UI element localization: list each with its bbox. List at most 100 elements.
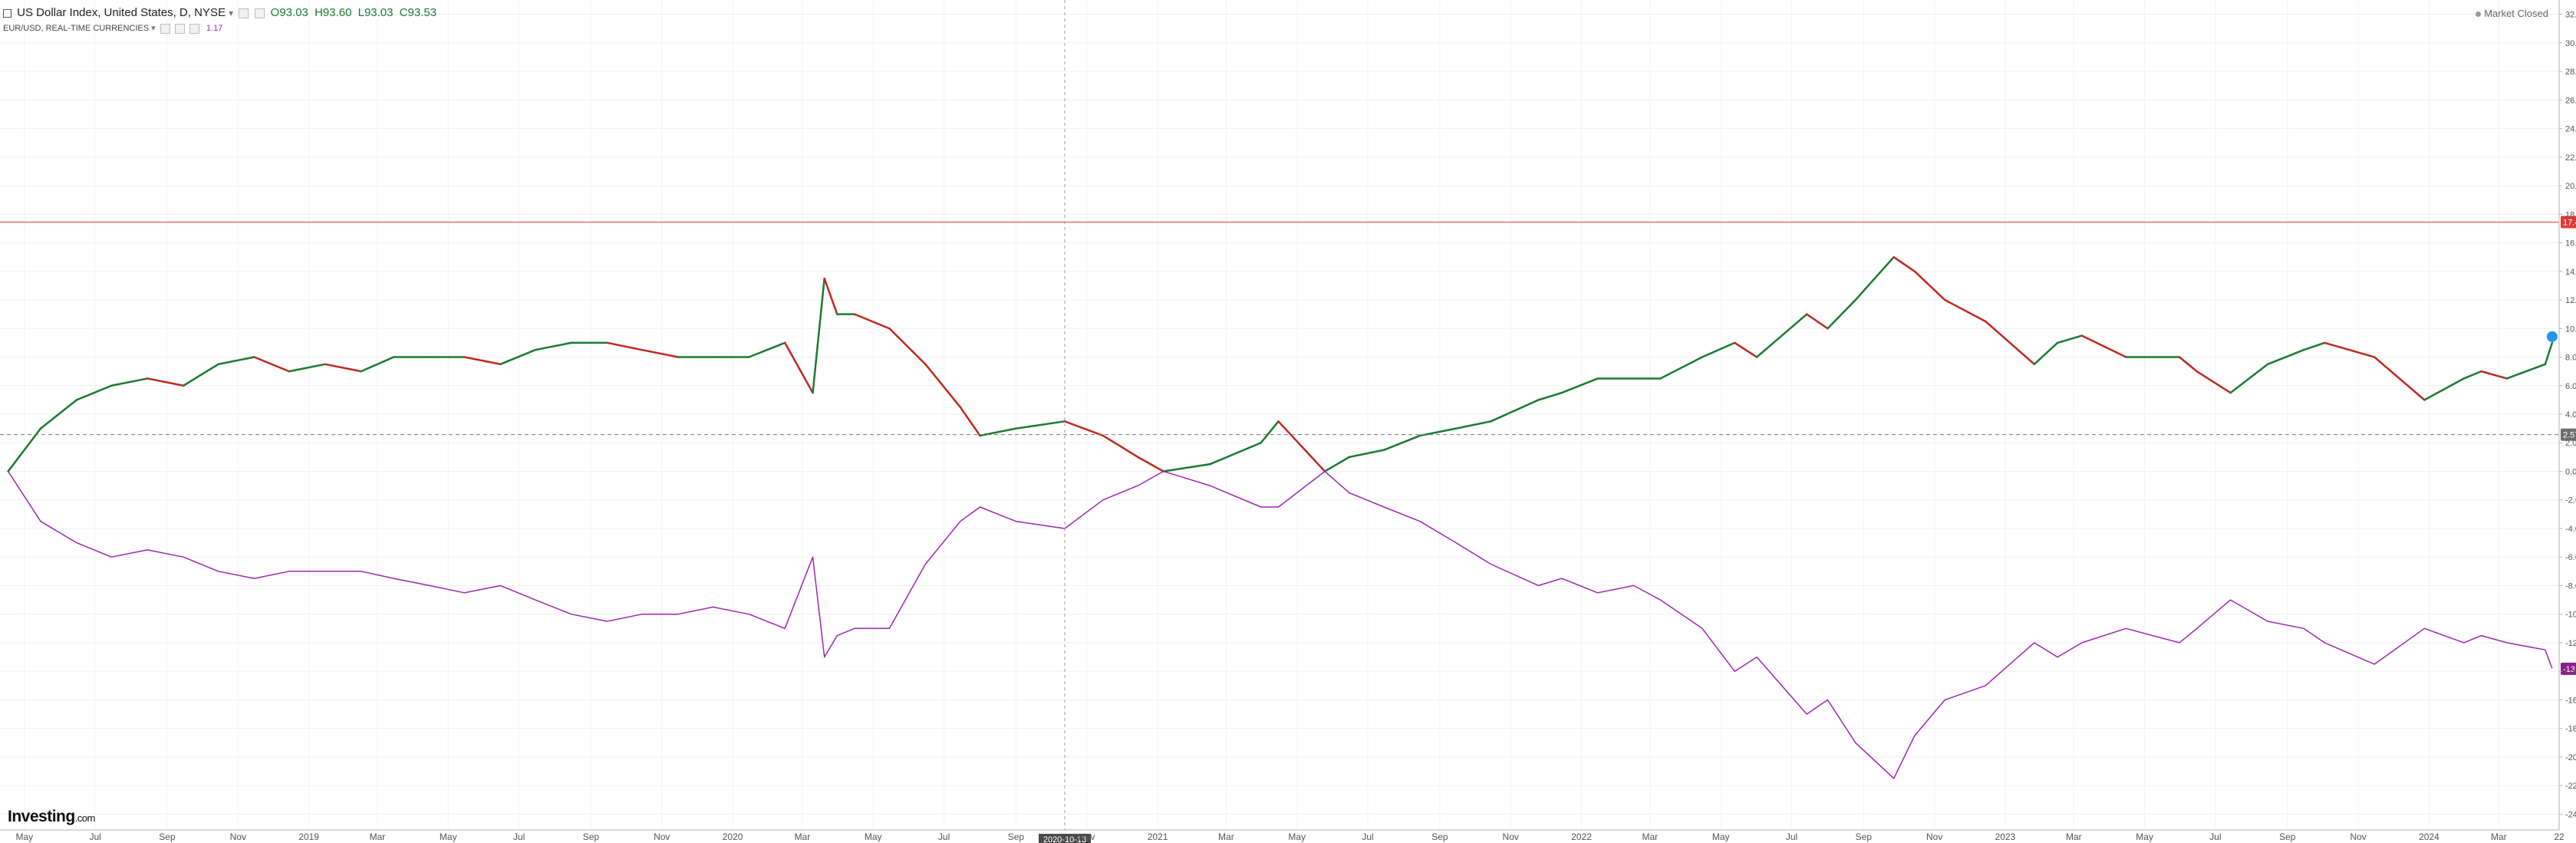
- dxy-segment: [1985, 320, 2036, 366]
- dxy-segment: [217, 356, 255, 366]
- y-tick-label: -4.00%: [2565, 525, 2576, 534]
- x-tick-label: 22: [2554, 831, 2564, 842]
- dxy-segment: [182, 363, 219, 387]
- dxy-segment: [2178, 356, 2199, 373]
- dxy-segment: [75, 384, 113, 401]
- dxy-segment: [1260, 420, 1280, 444]
- dxy-segment: [2480, 370, 2508, 380]
- dxy-segment: [606, 341, 644, 351]
- dxy-segment: [1560, 377, 1599, 394]
- x-tick-label: Nov: [230, 831, 246, 842]
- y-tick-label: -12.00%: [2565, 639, 2576, 648]
- dxy-segment: [1015, 420, 1066, 430]
- dxy-segment: [499, 348, 537, 366]
- x-tick-label: Sep: [2279, 831, 2296, 842]
- y-tick-label: -8.00%: [2565, 581, 2576, 591]
- dxy-segment: [2423, 377, 2466, 401]
- dxy-segment: [534, 341, 572, 351]
- dxy-segment: [1854, 255, 1895, 301]
- dxy-segment: [2324, 341, 2376, 358]
- x-tick-label: Jul: [1362, 831, 1373, 842]
- x-tick-label: Mar: [795, 831, 811, 842]
- compare-series-title[interactable]: EUR/USD, REAL-TIME CURRENCIES: [3, 24, 150, 33]
- dxy-segment: [1827, 298, 1857, 330]
- dxy-segment: [2080, 334, 2127, 358]
- dxy-segment: [1892, 255, 1916, 273]
- grid-lines: [0, 0, 2559, 828]
- visibility-icon[interactable]: [174, 23, 185, 34]
- market-status: Market Closed: [2476, 8, 2548, 19]
- dxy-segment: [823, 277, 838, 315]
- y-tick-label: 8.00%: [2565, 354, 2576, 363]
- y-tick-label: -20.00%: [2565, 753, 2576, 762]
- chevron-down-icon[interactable]: ▾: [229, 8, 234, 18]
- chevron-down-icon[interactable]: ▾: [151, 24, 156, 33]
- dxy-segment: [979, 427, 1017, 437]
- dxy-segment: [2229, 363, 2269, 394]
- y-tick-label: 4.00%: [2565, 410, 2576, 420]
- dxy-segment: [1323, 456, 1351, 473]
- settings-icon[interactable]: [160, 23, 170, 34]
- dxy-segment: [2302, 341, 2326, 351]
- x-tick-label: Sep: [583, 831, 600, 842]
- dxy-segment: [253, 356, 291, 373]
- dxy-segment: [1944, 298, 1987, 323]
- y-tick-label: -18.00%: [2565, 725, 2576, 734]
- dxy-segment: [1454, 420, 1492, 430]
- settings-icon[interactable]: [239, 8, 249, 18]
- compare-series-legend[interactable]: EUR/USD, REAL-TIME CURRENCIES ▾ 1.17: [3, 23, 222, 34]
- x-tick-label: Mar: [2491, 831, 2507, 842]
- x-tick-label: Jul: [938, 831, 950, 842]
- main-series-legend[interactable]: US Dollar Index, United States, D, NYSE …: [3, 6, 436, 19]
- dxy-segment: [1659, 356, 1704, 380]
- close-value: C93.53: [399, 6, 437, 19]
- dxy-segment: [39, 399, 78, 430]
- x-tick-label: Nov: [1079, 831, 1095, 842]
- x-tick-label: Jul: [513, 831, 525, 842]
- dxy-segment: [1755, 313, 1808, 358]
- y-tick-label: -24.00%: [2565, 810, 2576, 819]
- x-tick-label: Jul: [1786, 831, 1797, 842]
- x-tick-label: Sep: [1856, 831, 1873, 842]
- crosshair-date-box: [1038, 834, 1091, 843]
- dxy-segment: [1137, 456, 1164, 473]
- last-value-box: [2561, 216, 2576, 229]
- dxy-segment: [1537, 391, 1563, 401]
- brand-name: Investing: [8, 808, 75, 825]
- x-tick-label: Mar: [1218, 831, 1234, 842]
- market-status-text: Market Closed: [2484, 8, 2548, 19]
- x-tick-label: Sep: [1431, 831, 1448, 842]
- x-tick-label: Nov: [654, 831, 670, 842]
- visibility-icon[interactable]: [254, 8, 265, 18]
- dxy-segment: [1913, 270, 1946, 301]
- x-tick-label: Mar: [1642, 831, 1659, 842]
- y-tick-label: 20.00%: [2565, 182, 2576, 191]
- alert-marker-icon: [2546, 331, 2558, 342]
- dxy-segment: [1701, 341, 1736, 358]
- dxy-segment: [146, 377, 185, 387]
- y-tick-label: -6.00%: [2565, 553, 2576, 562]
- x-tick-label: Nov: [2350, 831, 2366, 842]
- dxy-segment: [1490, 399, 1540, 423]
- main-series-title[interactable]: US Dollar Index, United States, D, NYSE: [17, 6, 226, 19]
- x-tick-label: 2019: [298, 831, 319, 842]
- close-icon[interactable]: [189, 23, 199, 34]
- dxy-segment: [1734, 341, 1758, 358]
- x-tick-label: May: [15, 831, 33, 842]
- x-tick-label: May: [440, 831, 457, 842]
- dxy-segment: [853, 313, 891, 330]
- x-tick-label: 2020: [723, 831, 743, 842]
- dxy-segment: [2462, 370, 2482, 380]
- dxy-segment: [641, 348, 680, 358]
- dxy-segment: [2196, 370, 2232, 394]
- dxy-segment: [812, 277, 825, 394]
- dxy-segment: [288, 363, 327, 373]
- y-tick-label: 22.00%: [2565, 153, 2576, 163]
- brand-suffix: .com: [74, 812, 96, 824]
- y-tick-label: 10.00%: [2565, 324, 2576, 334]
- x-tick-label: Jul: [89, 831, 100, 842]
- dxy-segment: [463, 356, 502, 366]
- dxy-segment: [1162, 463, 1211, 473]
